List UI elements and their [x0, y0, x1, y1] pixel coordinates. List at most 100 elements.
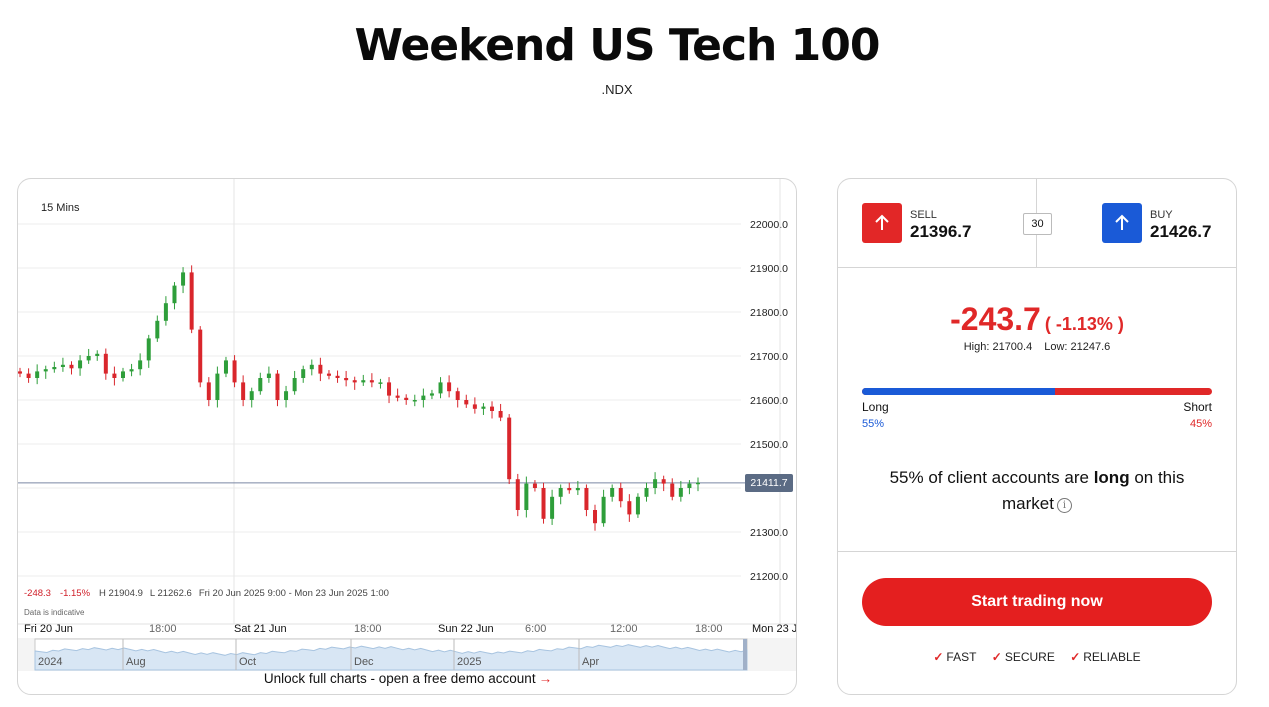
sentiment-long-fill: [862, 388, 1055, 395]
chart-card[interactable]: 21200.021300.021400.021500.021600.021700…: [17, 178, 797, 695]
navigator-area: [34, 644, 748, 671]
navigator-label: Oct: [239, 656, 256, 668]
sentiment-text-bold: long: [1093, 468, 1130, 487]
buy-button[interactable]: [1102, 203, 1142, 243]
candle-body: [404, 397, 409, 400]
change-percent: ( -1.13% ): [1044, 314, 1124, 334]
candle-body: [550, 496, 555, 519]
candle-body: [593, 510, 598, 524]
candle-body: [532, 483, 537, 488]
candle-body: [584, 488, 589, 510]
candle-body: [146, 338, 151, 361]
candle-body: [481, 406, 486, 409]
navigator-label: Dec: [354, 656, 374, 668]
candle-body: [387, 382, 392, 396]
candle-body: [189, 272, 194, 330]
x-tick-label: Mon 23 J: [752, 623, 797, 635]
candle-body: [610, 488, 615, 497]
candle-body: [507, 417, 512, 480]
candle-body: [601, 496, 606, 524]
candle-body: [395, 395, 400, 398]
unlock-charts-text[interactable]: Unlock full charts - open a free demo ac…: [263, 671, 536, 686]
feature-secure: ✓ SECURE: [992, 650, 1055, 664]
candle-body: [369, 380, 374, 383]
interval-label[interactable]: 15 Mins: [41, 202, 80, 214]
navigator-label: Apr: [582, 656, 599, 668]
candle-body: [112, 373, 117, 378]
candle-body: [120, 371, 125, 378]
long-label: Long: [862, 400, 889, 414]
check-icon: ✓: [991, 650, 1002, 664]
candle-body: [352, 380, 357, 383]
candle-body: [378, 382, 383, 384]
x-tick-label: Sun 22 Jun: [438, 623, 494, 635]
candle-body: [172, 285, 177, 304]
candle-body: [258, 378, 263, 392]
candle-body: [635, 496, 640, 515]
ohlc-high: H 21904.9: [99, 588, 143, 599]
start-trading-button[interactable]: Start trading now: [862, 578, 1212, 626]
candle-body: [52, 367, 57, 370]
trade-panel: SELL 21396.7 30 BUY 21426.7 -243.7( -1.1…: [837, 178, 1237, 695]
candle-body: [498, 411, 503, 418]
sell-price: 21396.7: [910, 222, 972, 241]
feature-label: FAST: [946, 650, 977, 664]
navigator-handle: [743, 639, 747, 670]
candle-body: [558, 488, 563, 497]
feature-label: RELIABLE: [1083, 650, 1141, 664]
sentiment-text-post: on this market: [1002, 468, 1185, 513]
candle-body: [541, 488, 546, 519]
candle-body: [687, 483, 692, 488]
buy-quote[interactable]: BUY 21426.7: [1150, 209, 1211, 242]
candle-body: [490, 406, 495, 411]
candle-body: [515, 479, 520, 510]
data-indicative-note: Data is indicative: [24, 608, 85, 617]
price-chart[interactable]: 21200.021300.021400.021500.021600.021700…: [18, 179, 797, 695]
feature-label: SECURE: [1004, 650, 1055, 664]
candle-body: [35, 371, 40, 378]
y-tick-label: 21900.0: [750, 263, 788, 275]
candle-body: [18, 371, 22, 374]
info-icon[interactable]: i: [1056, 498, 1072, 513]
x-tick-label: 18:00: [149, 623, 177, 635]
candle-body: [318, 364, 323, 374]
buy-label: BUY: [1150, 209, 1173, 221]
change-amount: -243.7: [950, 301, 1041, 337]
candle-body: [26, 373, 31, 378]
candle-body: [344, 378, 349, 381]
x-tick-label: 12:00: [610, 623, 638, 635]
panel-divider: [838, 551, 1236, 552]
x-tick-label: Fri 20 Jun: [24, 623, 73, 635]
candle-body: [103, 353, 108, 374]
buy-price: 21426.7: [1150, 222, 1212, 241]
sell-quote[interactable]: SELL 21396.7: [910, 209, 971, 242]
y-tick-label: 21700.0: [750, 351, 788, 363]
day-high: High: 21700.4: [963, 341, 1033, 353]
candle-body: [678, 488, 683, 497]
y-tick-label: 21600.0: [750, 395, 788, 407]
candle-body: [78, 360, 83, 369]
x-tick-label: 6:00: [525, 623, 546, 635]
check-icon: ✓: [1070, 650, 1081, 664]
sell-button[interactable]: [862, 203, 902, 243]
candle-body: [524, 483, 529, 510]
features-list: ✓ FAST ✓ SECURE ✓ RELIABLE: [838, 650, 1236, 664]
ohlc-range: Fri 20 Jun 2025 9:00 - Mon 23 Jun 2025 1…: [198, 588, 389, 599]
candle-body: [215, 373, 220, 400]
page-title: Weekend US Tech 100: [354, 20, 880, 71]
quote-row: SELL 21396.7 30 BUY 21426.7: [838, 179, 1236, 268]
unlock-charts-link[interactable]: Unlock full charts - open a free demo ac…: [18, 671, 796, 686]
ticker-symbol: .NDX: [601, 82, 633, 97]
candle-body: [60, 364, 65, 367]
sentiment-bar: [862, 388, 1212, 395]
daily-change: -243.7( -1.13% ): [838, 301, 1236, 338]
sentiment-text: 55% of client accounts are long on this …: [868, 465, 1206, 517]
candle-body: [69, 364, 74, 369]
candle-body: [464, 400, 469, 405]
sell-label: SELL: [910, 209, 937, 221]
candle-body: [163, 303, 168, 321]
candle-body: [284, 391, 289, 400]
candle-body: [429, 393, 434, 396]
candle-body: [447, 382, 452, 392]
check-icon: ✓: [933, 650, 944, 664]
